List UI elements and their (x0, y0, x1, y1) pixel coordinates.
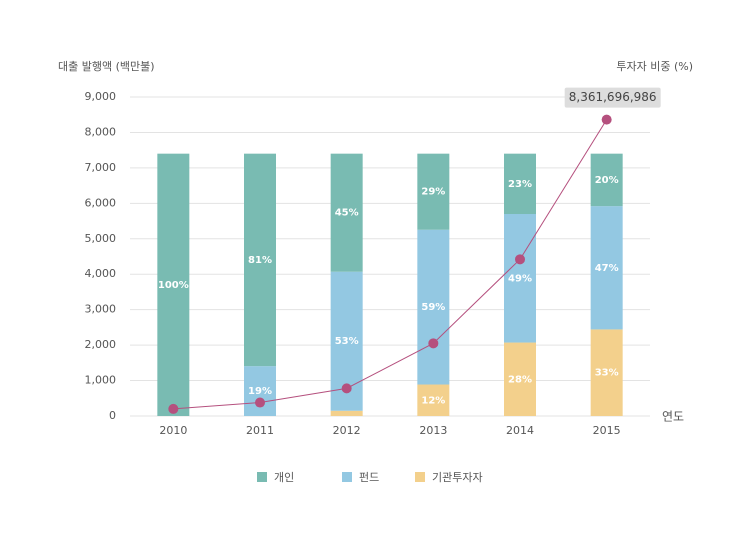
data-label: 28% (508, 374, 532, 385)
x-tick-label: 2011 (246, 424, 274, 437)
data-label: 100% (158, 280, 189, 291)
bar-segment (417, 384, 450, 416)
bar-segment (417, 229, 450, 385)
y-tick-label: 3,000 (85, 303, 117, 316)
annotation-box (564, 87, 661, 108)
bar-segment (504, 342, 536, 416)
data-label: 29% (421, 187, 445, 198)
bar-segment (590, 329, 623, 416)
bar-segment (504, 153, 536, 215)
bar-segment (244, 366, 276, 416)
y-tick-label: 1,000 (85, 374, 117, 387)
data-label: 59% (421, 302, 445, 313)
y2-axis-label: 투자자 비중 (%) (616, 60, 693, 73)
legend-label: 펀드 (359, 471, 379, 484)
line-point (515, 254, 525, 265)
data-label: 45% (335, 208, 359, 219)
line (173, 119, 608, 410)
data-label: 53% (335, 336, 359, 347)
data-label: 23% (508, 179, 532, 190)
x-axis-label: 연도 (662, 410, 684, 424)
bar-segment (417, 153, 450, 230)
bar-segment (157, 153, 190, 416)
line-point (428, 338, 439, 349)
y-tick-label: 2,000 (85, 338, 117, 351)
x-tick-label: 2012 (333, 424, 361, 437)
y-tick-label: 0 (109, 409, 116, 422)
data-label: 20% (595, 175, 619, 186)
line-point (168, 403, 179, 414)
data-label: 47% (595, 263, 619, 274)
x-tick-label: 2014 (506, 424, 534, 437)
line-point (341, 383, 352, 394)
y-axis-label: 대출 발행액 (백만불) (58, 60, 155, 73)
y-tick-label: 8,000 (85, 125, 117, 138)
data-label: 33% (595, 368, 619, 379)
y-tick-label: 6,000 (85, 196, 117, 209)
x-tick-label: 2010 (159, 424, 187, 437)
bar-segment (590, 206, 623, 330)
legend-swatch (342, 472, 352, 482)
data-label: 81% (248, 255, 272, 266)
bar-segment (330, 410, 363, 416)
bar-segment (590, 153, 623, 207)
data-label: 12% (421, 395, 445, 406)
x-tick-label: 2013 (419, 424, 447, 437)
bar-segment (504, 214, 536, 343)
legend-swatch (415, 472, 425, 482)
line-point (601, 114, 612, 125)
y-tick-label: 9,000 (85, 90, 117, 103)
legend-swatch (257, 472, 267, 482)
bar-segment (244, 153, 276, 367)
legend-label: 개인 (274, 471, 294, 484)
y-tick-label: 7,000 (85, 161, 117, 174)
line-point (255, 397, 265, 408)
y-tick-label: 4,000 (85, 267, 117, 280)
data-label: 19% (248, 386, 272, 397)
x-tick-label: 2015 (593, 424, 621, 437)
y-tick-label: 5,000 (85, 232, 117, 245)
legend-label: 기관투자자 (432, 471, 483, 484)
bar-segment (330, 153, 363, 272)
annotation: 8,361,696,986 (569, 90, 657, 104)
data-label: 49% (508, 273, 532, 284)
